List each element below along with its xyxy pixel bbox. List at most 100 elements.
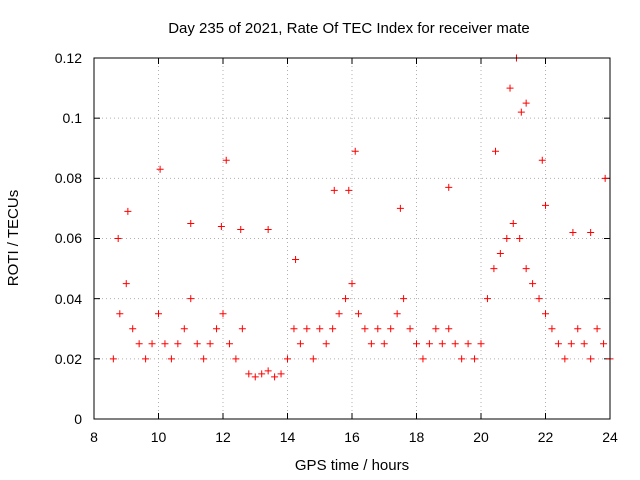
- data-point: [292, 256, 300, 264]
- data-point: [193, 340, 201, 348]
- x-tick-label: 14: [280, 429, 296, 445]
- data-point: [237, 225, 245, 233]
- data-point: [600, 340, 608, 348]
- x-tick-label: 20: [473, 429, 489, 445]
- data-point: [432, 325, 440, 333]
- data-point: [271, 373, 279, 381]
- data-point: [380, 340, 388, 348]
- data-point: [251, 373, 259, 381]
- data-point: [156, 165, 164, 173]
- data-point: [303, 325, 311, 333]
- data-point: [396, 204, 404, 212]
- y-tick-label: 0.04: [55, 291, 82, 307]
- data-point: [538, 156, 546, 164]
- data-point: [238, 325, 246, 333]
- data-point: [535, 295, 543, 303]
- data-point: [561, 355, 569, 363]
- data-point: [374, 325, 382, 333]
- data-point: [522, 99, 530, 107]
- x-tick-label: 18: [409, 429, 425, 445]
- data-point: [554, 340, 562, 348]
- y-axis-ticks: 0 0.02 0.04 0.06 0.08 0.1 0.12: [55, 50, 82, 427]
- data-point: [167, 355, 175, 363]
- data-point: [187, 219, 195, 227]
- x-tick-label: 8: [90, 429, 98, 445]
- data-point: [516, 235, 524, 242]
- y-tick-label: 0.12: [55, 50, 82, 66]
- data-point: [406, 325, 414, 333]
- data-point: [180, 325, 188, 333]
- data-point: [529, 280, 537, 288]
- data-point: [393, 310, 401, 318]
- data-point: [587, 228, 595, 236]
- data-point: [129, 325, 137, 333]
- x-tick-label: 24: [602, 429, 618, 445]
- data-point: [135, 340, 143, 348]
- x-tick-label: 22: [538, 429, 554, 445]
- data-point: [464, 340, 472, 348]
- x-axis-ticks: 8 10 12 14 16 18 20 22 24: [90, 429, 618, 445]
- data-point: [593, 325, 601, 333]
- data-point: [413, 340, 420, 348]
- data-point: [496, 250, 504, 258]
- x-axis-label: GPS time / hours: [295, 457, 409, 474]
- data-point: [354, 310, 362, 318]
- data-point: [284, 355, 291, 363]
- data-point: [601, 174, 609, 182]
- data-point: [155, 310, 162, 318]
- data-point: [342, 295, 350, 303]
- data-point: [471, 355, 479, 363]
- data-point: [451, 340, 459, 348]
- data-point: [322, 340, 330, 348]
- data-point: [200, 355, 208, 363]
- data-point: [329, 325, 337, 333]
- data-point: [122, 280, 130, 288]
- data-point: [187, 295, 195, 303]
- data-point: [387, 325, 395, 333]
- data-point: [445, 183, 453, 191]
- data-point: [574, 325, 582, 333]
- data-point: [517, 108, 525, 116]
- x-tick-label: 16: [344, 429, 360, 445]
- data-point: [445, 325, 453, 333]
- data-point: [367, 340, 375, 348]
- y-tick-label: 0.1: [63, 110, 83, 126]
- data-point: [225, 340, 233, 348]
- data-point: [222, 156, 230, 164]
- data-point: [548, 325, 556, 333]
- data-point: [114, 235, 122, 242]
- data-point: [438, 340, 446, 348]
- data-point: [206, 340, 214, 348]
- data-point: [477, 340, 485, 348]
- data-point: [219, 310, 227, 318]
- data-point: [148, 340, 156, 348]
- data-point: [419, 355, 427, 363]
- data-point: [506, 84, 514, 92]
- data-point: [522, 265, 530, 273]
- data-point: [116, 310, 124, 318]
- data-point: [569, 228, 577, 236]
- data-point: [316, 325, 324, 333]
- data-point: [277, 370, 285, 378]
- y-axis-label: ROTI / TECUs: [5, 190, 22, 286]
- data-point: [492, 147, 500, 155]
- plot-frame: [93, 57, 611, 420]
- data-point: [264, 225, 272, 233]
- grid-lines: [93, 57, 611, 420]
- data-point: [542, 201, 549, 209]
- data-point: [587, 355, 595, 363]
- data-point: [245, 370, 253, 378]
- data-point: [542, 310, 549, 318]
- data-point: [290, 325, 298, 333]
- y-tick-label: 0.06: [55, 230, 82, 246]
- x-tick-label: 12: [215, 429, 231, 445]
- y-tick-label: 0.08: [55, 170, 82, 186]
- data-point: [425, 340, 433, 348]
- data-point: [580, 340, 588, 348]
- x-tick-label: 10: [151, 429, 167, 445]
- data-point: [348, 280, 356, 288]
- data-point: [109, 355, 117, 363]
- data-point: [232, 355, 240, 363]
